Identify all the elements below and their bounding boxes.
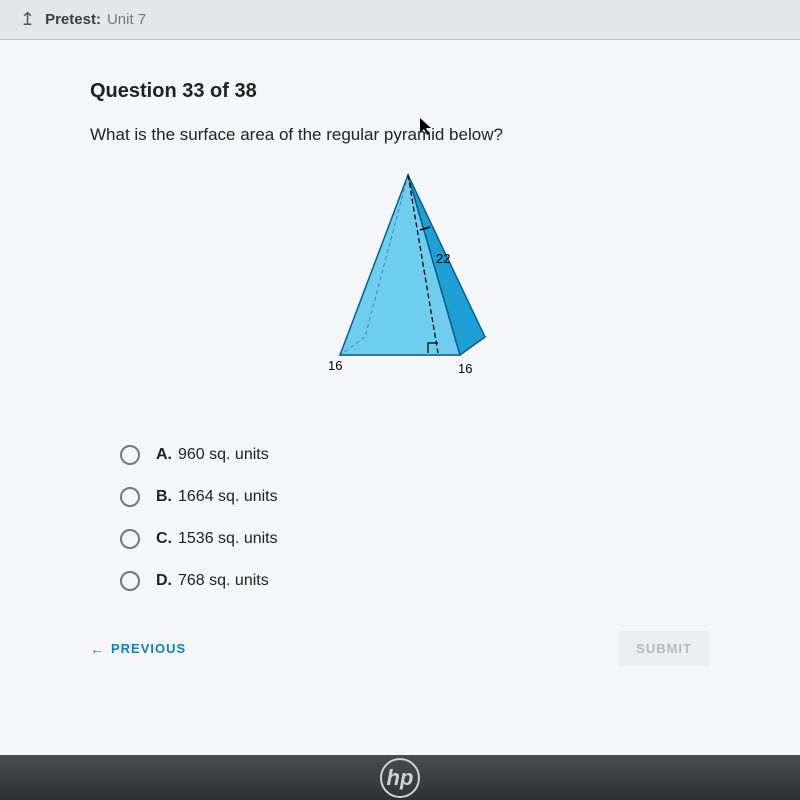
top-bar: ↥ Pretest: Unit 7: [0, 0, 800, 40]
hp-logo: hp: [380, 758, 420, 798]
radio-icon[interactable]: [120, 529, 140, 549]
cursor-icon: [420, 118, 434, 141]
svg-text:16: 16: [458, 361, 472, 376]
option-letter: D.: [156, 572, 172, 590]
option-text: 960 sq. units: [178, 446, 269, 464]
radio-icon[interactable]: [120, 487, 140, 507]
svg-text:16: 16: [328, 358, 342, 373]
option-text: 1664 sq. units: [178, 488, 278, 506]
pretest-label: Pretest:: [45, 11, 101, 28]
option-d[interactable]: D. 768 sq. units: [120, 571, 710, 591]
option-c[interactable]: C. 1536 sq. units: [120, 529, 710, 549]
option-letter: C.: [156, 530, 172, 548]
option-letter: A.: [156, 446, 172, 464]
unit-label: Unit 7: [107, 11, 146, 28]
option-text: 768 sq. units: [178, 572, 269, 590]
pyramid-figure: 16 16 22: [90, 165, 710, 385]
back-icon[interactable]: ↥: [20, 9, 35, 30]
option-a[interactable]: A. 960 sq. units: [120, 445, 710, 465]
previous-label: PREVIOUS: [111, 641, 186, 656]
svg-text:22: 22: [436, 251, 450, 266]
question-number: Question 33 of 38: [90, 80, 710, 103]
question-page: Question 33 of 38 What is the surface ar…: [0, 40, 800, 755]
arrow-left-icon: ←: [90, 641, 105, 657]
submit-button[interactable]: SUBMIT: [618, 631, 710, 666]
question-text: What is the surface area of the regular …: [90, 125, 710, 145]
option-text: 1536 sq. units: [178, 530, 278, 548]
option-b[interactable]: B. 1664 sq. units: [120, 487, 710, 507]
previous-button[interactable]: ← PREVIOUS: [90, 641, 186, 657]
radio-icon[interactable]: [120, 571, 140, 591]
radio-icon[interactable]: [120, 445, 140, 465]
nav-row: ← PREVIOUS SUBMIT: [90, 631, 710, 666]
laptop-bezel: hp: [0, 755, 800, 800]
answer-options: A. 960 sq. units B. 1664 sq. units C. 1536…: [120, 445, 710, 591]
option-letter: B.: [156, 488, 172, 506]
